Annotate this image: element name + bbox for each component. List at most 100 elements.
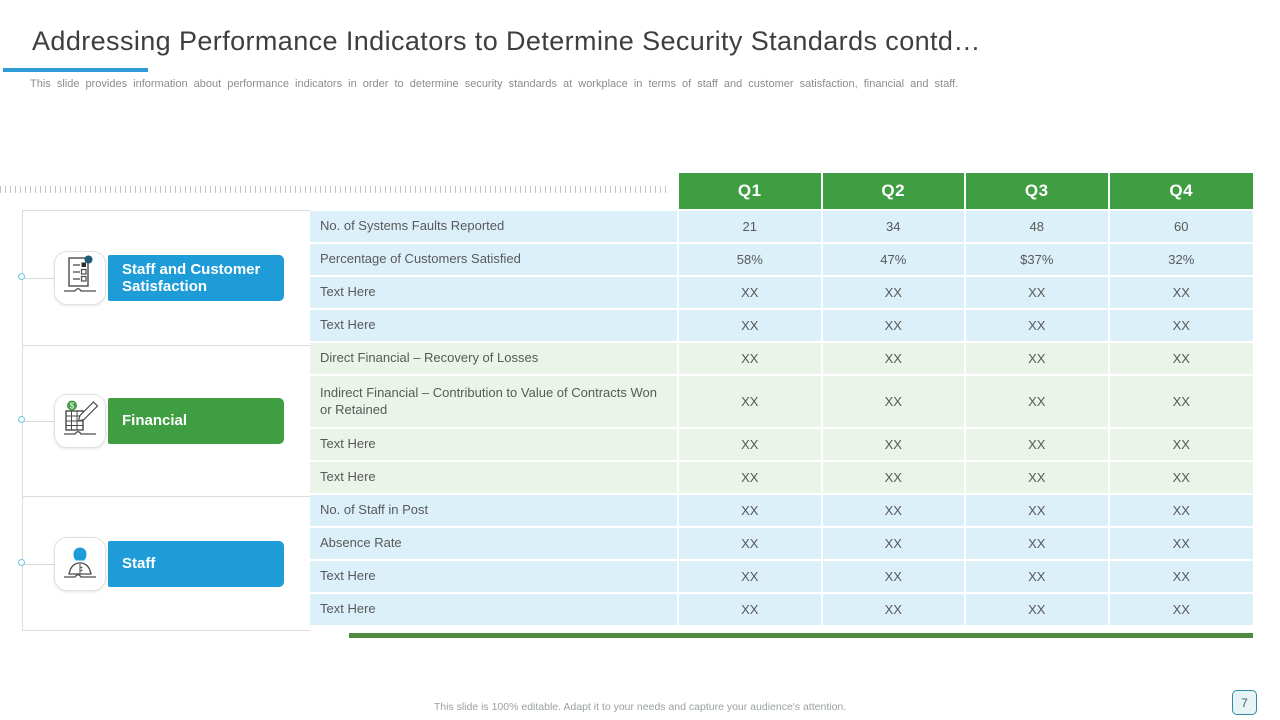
table-cell: XX [1109,310,1253,343]
table-row: Percentage of Customers Satisfied 58% 47… [310,244,1253,277]
table-cell: XX [966,376,1110,429]
table-cell: XX [966,561,1110,594]
row-label: Absence Rate [310,528,679,561]
table-cell: XX [1109,343,1253,376]
table-cell: XX [966,462,1110,495]
table-cell: XX [822,429,966,462]
table-row: Text Here XX XX XX XX [310,429,1253,462]
connector-line [23,421,57,422]
icon-card [54,251,106,305]
table-cell: XX [1109,594,1253,627]
icon-card [54,537,106,591]
category-section-financial: $ Financial [18,345,310,497]
footer-note: This slide is 100% editable. Adapt it to… [433,701,847,713]
table-cell: XX [966,277,1110,310]
quarter-header-q2: Q2 [822,173,966,211]
table-cell: XX [679,343,823,376]
table-cell: XX [822,310,966,343]
table-cell: 47% [822,244,966,277]
table-row: No. of Staff in Post XX XX XX XX [310,495,1253,528]
table-cell: 60 [1109,211,1253,244]
table-cell: XX [1109,277,1253,310]
table-cell: XX [822,462,966,495]
row-label: Direct Financial – Recovery of Losses [310,343,679,376]
table-cell: XX [679,277,823,310]
quarter-header-q3: Q3 [966,173,1110,211]
row-label: No. of Staff in Post [310,495,679,528]
table-cell: XX [822,277,966,310]
table-cell: XX [679,561,823,594]
slide-subtitle: This slide provides information about pe… [30,78,959,90]
table-row: Text Here XX XX XX XX [310,561,1253,594]
row-label: Indirect Financial – Contribution to Val… [310,376,679,429]
table-cell: XX [822,343,966,376]
category-section-staff: Staff [18,497,310,631]
table-cell: XX [822,376,966,429]
table-cell: XX [679,376,823,429]
table-cell: XX [679,429,823,462]
title-underline [3,68,148,72]
table-row: Direct Financial – Recovery of Losses XX… [310,343,1253,376]
table-cell: XX [966,310,1110,343]
table-row: Text Here XX XX XX XX [310,277,1253,310]
calculator-pencil-icon: $ [60,398,100,445]
quarter-header-q1: Q1 [679,173,823,211]
category-section-staff-customer-satisfaction: Staff and Customer Satisfaction [18,211,310,345]
table-cell: 34 [822,211,966,244]
row-label: Text Here [310,429,679,462]
icon-card: $ [54,394,106,448]
table-cell: XX [679,495,823,528]
table-cell: $37% [966,244,1110,277]
table-cell: XX [966,528,1110,561]
connector-dot [18,559,25,566]
table-cell: 32% [1109,244,1253,277]
table-row: Text Here XX XX XX XX [310,594,1253,627]
page-number-badge: 7 [1232,690,1257,715]
performance-table: Q1 Q2 Q3 Q4 No. of Systems Faults Report… [310,173,1253,627]
person-icon [60,541,100,588]
header-spacer [310,173,679,211]
table-cell: XX [966,495,1110,528]
table-cell: XX [822,594,966,627]
dotted-ruler-line [0,186,668,193]
table-cell: XX [679,594,823,627]
row-label: Text Here [310,594,679,627]
row-label: Text Here [310,561,679,594]
svg-text:$: $ [70,401,75,410]
table-cell: 48 [966,211,1110,244]
table-row: Text Here XX XX XX XX [310,310,1253,343]
table-cell: XX [822,561,966,594]
category-label-staff-customer-satisfaction: Staff and Customer Satisfaction [108,255,284,301]
table-cell: XX [1109,561,1253,594]
table-cell: XX [966,343,1110,376]
table-cell: XX [679,462,823,495]
category-label-staff: Staff [108,541,284,587]
table-cell: 58% [679,244,823,277]
checklist-icon [60,255,100,302]
row-label: Text Here [310,277,679,310]
table-cell: XX [1109,528,1253,561]
table-row: Absence Rate XX XX XX XX [310,528,1253,561]
table-row: Indirect Financial – Contribution to Val… [310,376,1253,429]
table-cell: XX [1109,462,1253,495]
table-cell: XX [822,528,966,561]
row-label: Percentage of Customers Satisfied [310,244,679,277]
quarter-header-row: Q1 Q2 Q3 Q4 [310,173,1253,211]
row-label: Text Here [310,462,679,495]
connector-line [23,278,57,279]
table-cell: XX [1109,429,1253,462]
row-label: Text Here [310,310,679,343]
table-row: Text Here XX XX XX XX [310,462,1253,495]
connector-line [23,564,57,565]
table-cell: XX [1109,495,1253,528]
row-label: No. of Systems Faults Reported [310,211,679,244]
connector-dot [18,416,25,423]
page-title: Addressing Performance Indicators to Det… [32,26,981,56]
table-bottom-accent-bar [349,633,1253,638]
connector-dot [18,273,25,280]
table-cell: 21 [679,211,823,244]
quarter-header-q4: Q4 [1109,173,1253,211]
category-panel: Staff and Customer Satisfaction $ [18,210,310,631]
table-cell: XX [1109,376,1253,429]
table-cell: XX [966,429,1110,462]
